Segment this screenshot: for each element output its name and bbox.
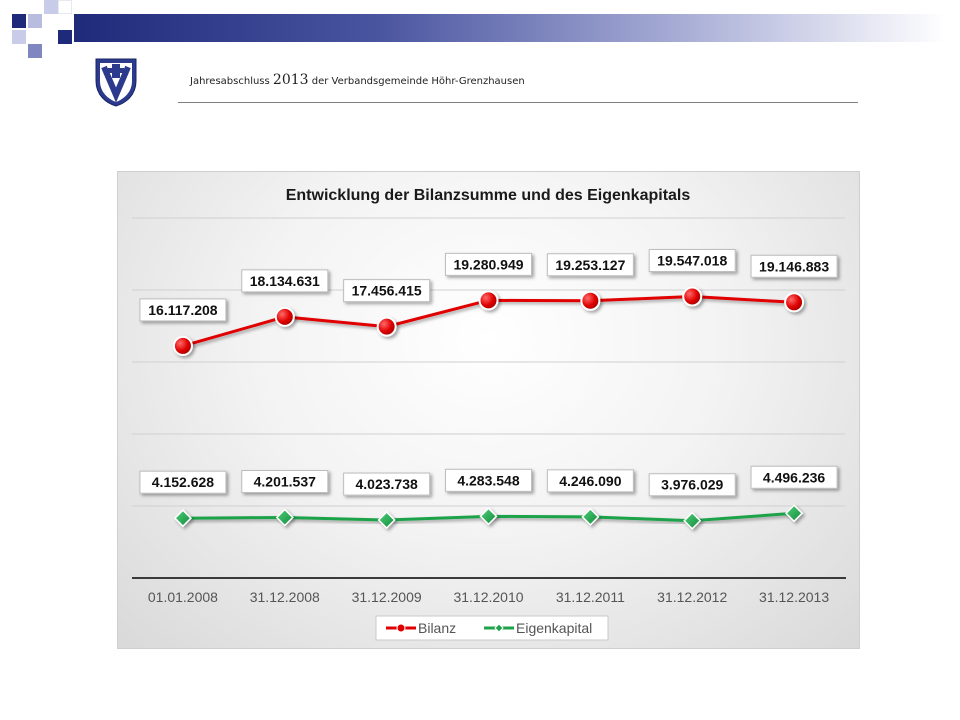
data-label-box (343, 279, 431, 303)
data-label-box (139, 470, 227, 494)
data-label-box (750, 254, 838, 278)
data-point (682, 286, 703, 307)
data-label-box (750, 465, 838, 489)
chart-area: Entwicklung der Bilanzsumme und des Eige… (117, 171, 860, 649)
data-label: 4.023.738 (355, 476, 417, 492)
coat-of-arms-icon (95, 58, 137, 107)
data-label-box (445, 252, 532, 276)
data-point (274, 306, 295, 327)
x-axis: 01.01.2008 31.12.2008 31.12.2009 31.12.2010… (132, 577, 846, 605)
data-label: 19.253.127 (555, 257, 625, 273)
data-label-box (241, 469, 329, 493)
data-label: 18.134.631 (250, 273, 320, 289)
title-suffix: der Verbandsgemeinde Höhr-Grenzhausen (308, 76, 525, 87)
header-band (74, 14, 946, 42)
data-point (275, 508, 294, 527)
data-label: 4.246.090 (559, 473, 621, 489)
legend-label: Eigenkapital (516, 620, 592, 636)
data-label: 19.547.018 (657, 253, 727, 269)
data-point (581, 507, 600, 526)
chart-title: Entwicklung der Bilanzsumme und des Eige… (286, 187, 691, 204)
chart-legend: Bilanz Eigenkapital (375, 615, 609, 641)
x-tick-label: 31.12.2012 (657, 589, 727, 605)
chart-grid (132, 217, 845, 507)
title-year: 2013 (272, 72, 309, 88)
legend-marker (396, 623, 406, 633)
legend-label: Bilanz (418, 620, 456, 636)
data-label-box (546, 253, 634, 277)
decor-square (58, 0, 72, 14)
decor-square (44, 0, 58, 14)
legend-item-bilanz: Bilanz (386, 620, 456, 636)
data-label-box (648, 473, 736, 497)
data-point (173, 509, 192, 528)
x-tick-label: 31.12.2011 (556, 589, 625, 605)
data-label-box (445, 468, 532, 492)
data-label: 4.283.548 (457, 472, 519, 488)
x-tick-label: 31.12.2008 (250, 589, 320, 605)
decor-square (28, 14, 42, 28)
data-label: 4.496.236 (763, 469, 825, 485)
x-tick-label: 01.01.2008 (148, 589, 218, 605)
data-point (376, 316, 397, 337)
legend-marker (494, 623, 504, 633)
data-label: 19.146.883 (759, 258, 829, 274)
data-label-box (139, 298, 227, 322)
data-point (785, 504, 804, 523)
data-point (580, 290, 601, 311)
series-eigenkapital: 4.152.628 4.201.537 4.023.738 4.283.548 4.24… (139, 465, 838, 530)
page-title: Jahresabschluss 2013 der Verbandsgemeind… (190, 72, 525, 88)
data-point (478, 290, 499, 311)
chart-series: 16.117.208 18.134.631 17.456.415 19.280.949… (139, 249, 838, 530)
x-tick-label: 31.12.2010 (453, 589, 523, 605)
data-label: 19.280.949 (453, 256, 523, 272)
x-tick-label: 31.12.2013 (759, 589, 829, 605)
data-point (172, 335, 193, 356)
data-label-box (648, 249, 736, 273)
decor-square (28, 44, 42, 58)
legend-item-eigenkapital: Eigenkapital (484, 620, 592, 636)
data-point (377, 510, 396, 530)
line-chart: Entwicklung der Bilanzsumme und des Eige… (132, 187, 846, 641)
data-point (784, 292, 805, 313)
x-tick-label: 31.12.2009 (352, 589, 422, 605)
series-bilanz: 16.117.208 18.134.631 17.456.415 19.280.949… (139, 249, 838, 356)
data-point (479, 507, 498, 526)
data-label: 3.976.029 (661, 477, 723, 493)
header-divider (178, 102, 858, 103)
data-label: 4.201.537 (254, 473, 316, 489)
data-point (683, 511, 702, 530)
data-label: 4.152.628 (152, 474, 214, 490)
decor-square (58, 30, 72, 44)
data-label: 16.117.208 (148, 302, 218, 318)
decor-square (12, 14, 26, 28)
data-label-box (546, 469, 634, 493)
data-label-box (241, 269, 329, 293)
title-prefix: Jahresabschluss (190, 76, 273, 87)
data-label: 17.456.415 (352, 283, 422, 299)
decor-square (12, 30, 26, 44)
data-label-box (343, 472, 431, 496)
